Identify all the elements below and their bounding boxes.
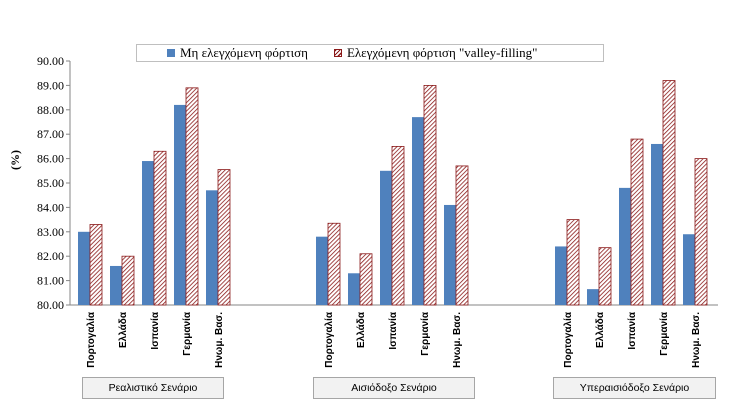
category-label: Ηνωμ. Βασ.: [691, 312, 702, 368]
category-label: Πορτογαλία: [563, 311, 574, 368]
bar-controlled: [327, 222, 341, 306]
y-tick-label: 81.00: [37, 274, 64, 288]
bar-uncontrolled: [412, 117, 424, 306]
scenario-label-realistic: Ρεαλιστικό Σενάριο: [82, 377, 224, 399]
bar-uncontrolled: [380, 170, 392, 305]
scenario-label-optimistic: Αισιόδοξο Σενάριο: [313, 377, 475, 399]
category-label: Πορτογαλία: [86, 311, 97, 368]
bar-uncontrolled: [348, 273, 360, 305]
legend-item-uncontrolled: Μη ελεγχόμενη φόρτιση: [167, 45, 308, 61]
y-tick-label: 86.00: [37, 152, 64, 166]
bar-controlled: [566, 219, 580, 306]
bar-controlled: [662, 80, 676, 306]
y-tick-label: 89.00: [37, 78, 64, 92]
legend-swatch-solid: [167, 49, 175, 57]
bar-uncontrolled: [316, 236, 328, 305]
bar-uncontrolled: [444, 204, 456, 305]
bar-controlled: [598, 247, 612, 306]
bar-controlled: [630, 138, 644, 306]
legend-swatch-hatched: [333, 49, 342, 57]
legend-item-controlled: Ελεγχόμενη φόρτιση "valley-filling": [333, 45, 538, 61]
bar-uncontrolled: [78, 231, 90, 305]
y-tick-label: 84.00: [37, 200, 64, 214]
bar-uncontrolled: [651, 143, 663, 305]
bar-uncontrolled: [206, 190, 218, 305]
bar-controlled: [185, 87, 199, 306]
bar-controlled: [455, 165, 469, 306]
category-label: Ελλάδα: [118, 311, 129, 348]
y-tick-label: 82.00: [37, 249, 64, 263]
y-tick-label: 80.00: [37, 298, 64, 312]
category-labels: Πορτογαλία Ελλάδα Ισπανία Γερμανία Ηνωμ. Βασ…: [86, 311, 702, 368]
bar-uncontrolled: [619, 187, 631, 305]
bar-controlled: [153, 150, 167, 306]
legend-label-controlled: Ελεγχόμενη φόρτιση "valley-filling": [346, 45, 538, 60]
category-label: Γερμανία: [420, 311, 431, 356]
category-label: Ελλάδα: [595, 311, 606, 348]
bar-uncontrolled: [110, 265, 122, 305]
bar-controlled: [694, 158, 708, 306]
category-label: Ελλάδα: [356, 311, 367, 348]
bar-uncontrolled: [683, 234, 695, 305]
y-tick-label: 85.00: [37, 176, 64, 190]
bars: [78, 80, 708, 306]
bar-controlled: [121, 255, 135, 306]
bar-controlled: [391, 145, 405, 306]
bar-uncontrolled: [555, 246, 567, 305]
category-label: Ισπανία: [150, 311, 161, 349]
bar-uncontrolled: [587, 289, 599, 305]
bar-controlled: [423, 85, 437, 306]
category-label: Ισπανία: [388, 311, 399, 349]
y-tick-label: 90.00: [37, 54, 64, 68]
category-label: Γερμανία: [182, 311, 193, 356]
y-tick-label: 83.00: [37, 225, 64, 239]
category-label: Ηνωμ. Βασ.: [214, 312, 225, 368]
scenario-label-overoptimistic: Υπεραισιόδοξο Σενάριο: [553, 377, 716, 399]
bar-uncontrolled: [142, 161, 154, 305]
category-label: Γερμανία: [659, 311, 670, 356]
y-axis: 80.00 81.00 82.00 83.00 84.00 85.00 86.00 87.00…: [37, 54, 718, 312]
legend-label-uncontrolled: Μη ελεγχόμενη φόρτιση: [180, 45, 308, 60]
bar-controlled: [89, 224, 103, 306]
y-tick-label: 87.00: [37, 127, 64, 141]
bar-controlled: [359, 253, 373, 306]
legend: Μη ελεγχόμενη φόρτιση Ελεγχόμενη φόρτιση…: [136, 44, 604, 62]
y-tick-label: 88.00: [37, 103, 64, 117]
category-label: Ισπανία: [627, 311, 638, 349]
category-label: Ηνωμ. Βασ.: [452, 312, 463, 368]
bar-controlled: [217, 169, 231, 306]
bar-uncontrolled: [174, 104, 186, 305]
category-label: Πορτογαλία: [324, 311, 335, 368]
y-axis-label: (%): [8, 150, 22, 170]
